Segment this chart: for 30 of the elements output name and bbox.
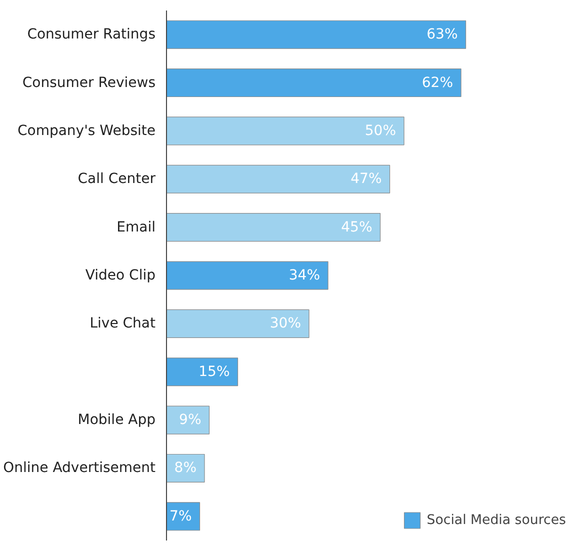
data-label: 8% [174,460,197,476]
data-label: 50% [364,122,396,139]
y-tick-label: Video Clip [85,268,156,284]
y-tick-label: Live Chat [90,316,156,332]
y-tick-label: Company's Website [17,122,156,139]
data-label: 63% [426,26,458,43]
data-label: 45% [341,219,372,236]
bar [166,406,210,434]
bar [166,358,238,386]
data-label: 15% [198,364,230,380]
y-tick-label: Mobile App [78,412,156,428]
data-label: 30% [270,316,302,332]
bar [166,68,462,98]
bar [166,261,328,290]
data-label: 7% [170,508,192,524]
data-label: 47% [350,171,382,188]
data-label: 34% [288,268,320,284]
y-tick-label: Consumer Ratings [27,26,156,43]
y-tick-label: Email [116,219,156,236]
data-label: 9% [179,412,202,428]
y-tick-label: Online Advertisement [3,460,156,476]
bar [166,213,381,242]
bar [166,116,404,146]
bar [166,20,466,49]
data-label: 62% [422,74,454,91]
legend-label: Social Media sources [426,512,566,528]
y-tick-label: Consumer Reviews [22,74,156,91]
bar [166,309,310,338]
y-tick-label: Call Center [78,171,156,188]
bar [166,164,390,194]
